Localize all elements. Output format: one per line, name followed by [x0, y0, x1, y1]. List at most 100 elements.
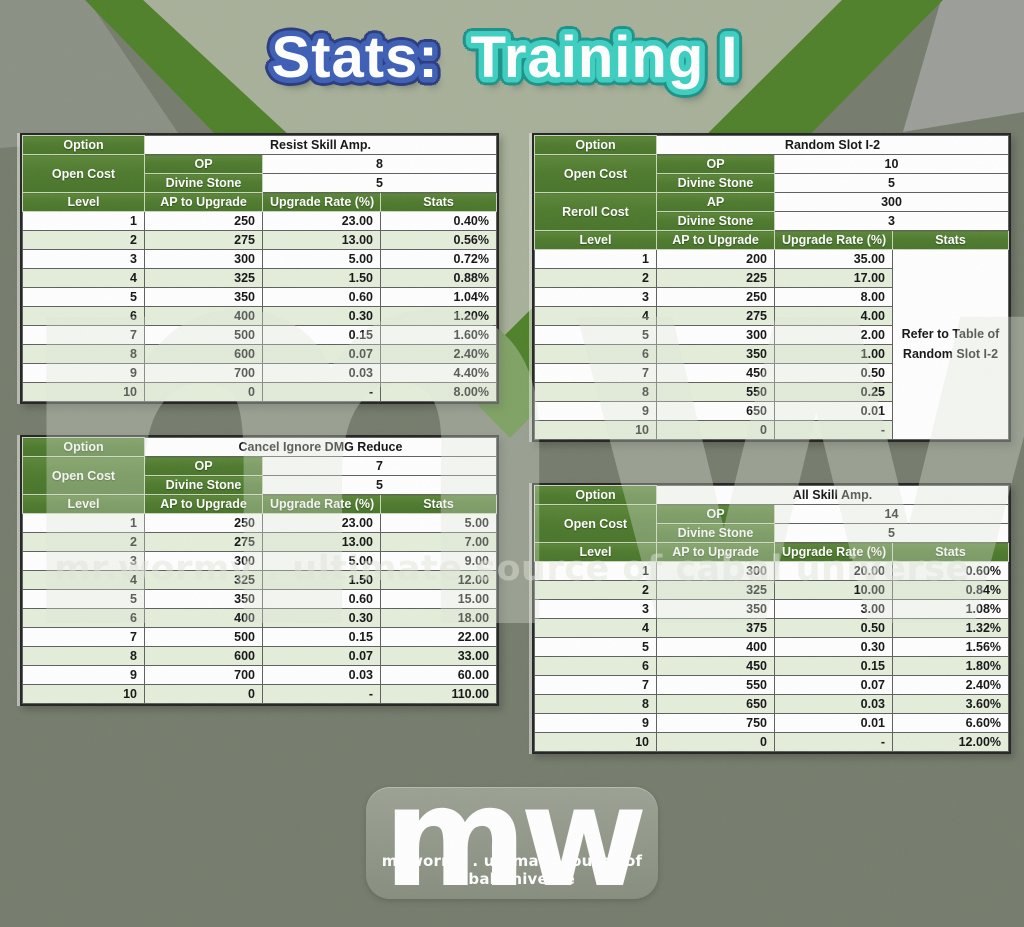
- rate-cell: 8.00: [774, 287, 893, 307]
- table-row: 8 600 0.07 2.40%: [22, 344, 497, 364]
- table-row: 1 300 20.00 0.60%: [534, 561, 1010, 581]
- ap-cell: 650: [656, 401, 775, 421]
- cost-value-cell: 5: [773, 523, 1010, 543]
- table-row: 6 400 0.30 1.20%: [22, 306, 497, 326]
- rate-cell: 0.03: [262, 665, 381, 685]
- table-row: 7 500 0.15 1.60%: [22, 325, 497, 345]
- cost-sub-label-cell: AP: [656, 192, 775, 212]
- table-row: 2 275 13.00 7.00: [22, 532, 498, 552]
- rate-cell: 0.07: [262, 344, 381, 364]
- table-resist-skill-amp: Option Resist Skill Amp. Open Cost OP 8 Divin…: [20, 133, 499, 404]
- ap-cell: 350: [656, 344, 775, 364]
- column-header-cell: Stats: [380, 192, 497, 212]
- table-row: 2 325 10.00 0.84%: [534, 580, 1010, 600]
- column-header-cell: AP to Upgrade: [656, 542, 775, 562]
- table-row: 3 350 3.00 1.08%: [534, 599, 1010, 619]
- ap-cell: 500: [144, 627, 263, 647]
- stats-cell: 7.00: [379, 532, 498, 552]
- table-row: 1 200 35.00 Refer to Table of Random Slot I-…: [534, 249, 1009, 440]
- stats-cell: 33.00: [379, 646, 498, 666]
- level-cell: 10: [22, 382, 145, 402]
- ap-cell: 300: [656, 325, 775, 345]
- level-cell: 2: [22, 532, 145, 552]
- option-name-cell: Resist Skill Amp.: [144, 135, 497, 155]
- cost-label-cell: Open Cost: [22, 456, 145, 495]
- option-label-cell: Option: [22, 135, 145, 155]
- cost-value-cell: 14: [773, 504, 1010, 524]
- ap-cell: 325: [144, 268, 263, 288]
- ap-cell: 275: [144, 532, 263, 552]
- table-row: Reroll Cost AP 300: [534, 192, 1009, 231]
- rate-cell: 0.60: [262, 589, 381, 609]
- stats-cell: 60.00: [379, 665, 498, 685]
- ap-cell: 300: [656, 561, 775, 581]
- cost-label-cell: Reroll Cost: [534, 192, 657, 231]
- cost-sub-label-cell: OP: [144, 154, 263, 174]
- level-cell: 2: [534, 580, 657, 600]
- level-cell: 8: [22, 646, 145, 666]
- level-cell: 6: [534, 344, 657, 364]
- cost-sub-label-cell: OP: [656, 154, 775, 174]
- option-name-cell: All Skill Amp.: [655, 485, 1010, 505]
- ap-cell: 500: [144, 325, 263, 345]
- level-cell: 7: [534, 675, 657, 695]
- level-cell: 2: [534, 268, 657, 288]
- level-cell: 1: [22, 513, 145, 533]
- rate-cell: 35.00: [774, 249, 893, 269]
- stats-cell: 4.40%: [380, 363, 497, 383]
- table-row: Option Cancel Ignore DMG Reduce: [22, 437, 498, 457]
- stats-cell: 110.00: [379, 684, 498, 704]
- rate-cell: 0.60: [262, 287, 381, 307]
- title-training-text: Training I: [470, 25, 739, 90]
- column-header-cell: AP to Upgrade: [144, 192, 263, 212]
- table-row: Level AP to Upgrade Upgrade Rate (%) Stats: [22, 494, 498, 514]
- ap-cell: 300: [144, 249, 263, 269]
- table-row: 5 400 0.30 1.56%: [534, 637, 1010, 657]
- stats-cell: 0.84%: [891, 580, 1010, 600]
- footer-tagline: mr.wormy . ultimate source of cabal univ…: [381, 852, 643, 888]
- ap-cell: 450: [656, 656, 775, 676]
- table-row: 4 325 1.50 12.00: [22, 570, 498, 590]
- stats-cell: 5.00: [379, 513, 498, 533]
- column-header-cell: Upgrade Rate (%): [774, 230, 893, 250]
- ap-cell: 0: [656, 732, 775, 752]
- stats-cell: 2.40%: [891, 675, 1010, 695]
- rate-cell: 0.30: [262, 608, 381, 628]
- level-cell: 2: [22, 230, 145, 250]
- rate-cell: 0.50: [774, 363, 893, 383]
- table-row: 9 750 0.01 6.60%: [534, 713, 1010, 733]
- table-all-skill-amp: Option All Skill Amp. Open Cost OP 14 Divine …: [532, 483, 1012, 754]
- cost-label-cell: Open Cost: [534, 154, 657, 193]
- rate-cell: 0.07: [262, 646, 381, 666]
- level-cell: 6: [534, 656, 657, 676]
- column-header-cell: Level: [22, 494, 145, 514]
- cost-sub-label-cell: Divine Stone: [656, 173, 775, 193]
- level-cell: 1: [22, 211, 145, 231]
- level-cell: 5: [534, 325, 657, 345]
- stats-cell: 1.80%: [891, 656, 1010, 676]
- cost-sub-label-cell: OP: [144, 456, 263, 476]
- ap-cell: 0: [144, 684, 263, 704]
- table-row: 1 250 23.00 0.40%: [22, 211, 497, 231]
- rate-cell: 2.00: [774, 325, 893, 345]
- level-cell: 10: [534, 420, 657, 440]
- ap-cell: 650: [656, 694, 775, 714]
- rate-cell: -: [774, 420, 893, 440]
- ap-cell: 400: [656, 637, 775, 657]
- option-name-cell: Cancel Ignore DMG Reduce: [143, 437, 498, 457]
- cost-label-cell: Open Cost: [534, 504, 657, 543]
- rate-cell: -: [262, 684, 381, 704]
- rate-cell: 0.15: [262, 627, 381, 647]
- level-cell: 3: [22, 551, 145, 571]
- cost-sub-label-cell: OP: [656, 504, 775, 524]
- level-cell: 5: [22, 589, 145, 609]
- stats-note-line: Random Slot I-2: [902, 346, 999, 361]
- ap-cell: 350: [656, 599, 775, 619]
- ap-cell: 400: [144, 608, 263, 628]
- ap-cell: 550: [656, 675, 775, 695]
- table-random-slot-1-2: Option Random Slot I-2 Open Cost OP 10 Divine…: [532, 133, 1011, 442]
- stats-note-line: Refer to Table of: [901, 327, 1000, 342]
- ap-cell: 550: [656, 382, 775, 402]
- rate-cell: 1.50: [262, 268, 381, 288]
